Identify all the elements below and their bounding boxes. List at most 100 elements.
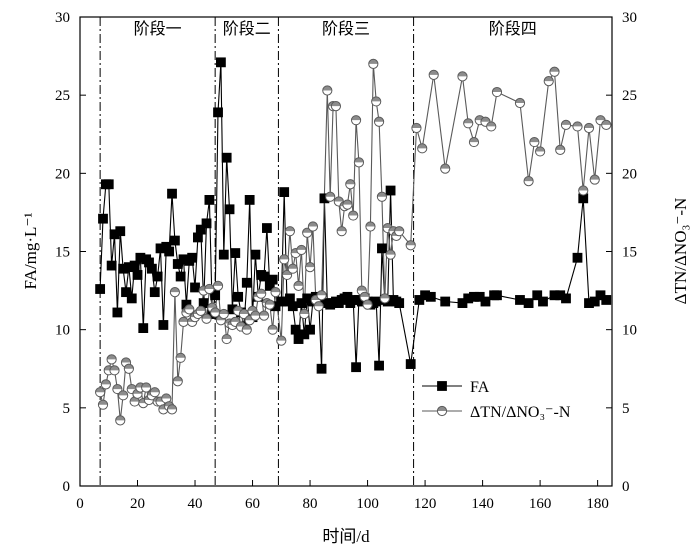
fa-point: [538, 296, 548, 307]
fa-point: [210, 290, 221, 301]
ratio-point: [256, 288, 267, 299]
ratio-point: [293, 280, 304, 291]
y-tick-label-right: 10: [622, 323, 637, 339]
fa-point: [195, 224, 206, 235]
ratio-point: [296, 244, 307, 256]
ratio-point: [302, 227, 313, 238]
y-tick-label-right: 25: [622, 88, 637, 104]
ratio-point: [572, 121, 583, 132]
ratio-point: [169, 287, 180, 298]
x-tick-label: 80: [303, 496, 318, 512]
ratio-point: [535, 146, 546, 157]
ratio-point: [149, 387, 160, 398]
fa-point: [305, 324, 315, 335]
y-tick-label-left: 15: [55, 245, 70, 261]
ratio-point: [299, 308, 310, 320]
fa-point: [106, 260, 117, 271]
ratio-point: [307, 221, 319, 232]
x-tick-label: 120: [414, 496, 437, 512]
y-tick-label-left: 5: [63, 401, 71, 417]
ratio-point: [304, 262, 316, 273]
fa-point: [250, 249, 261, 260]
ratio-point: [523, 176, 534, 187]
ratio-point: [368, 58, 379, 70]
ratio-point: [250, 310, 261, 321]
fa-point: [561, 293, 571, 304]
stage-dividers: 阶段一 阶段二 阶段三 阶段四: [99, 17, 537, 486]
y-axis-title-right: ΔTN/ΔNO₃⁻-N: [671, 198, 690, 305]
ratio-point: [238, 308, 250, 320]
ratio-point: [411, 122, 422, 134]
y-tick-label-right: 15: [622, 245, 637, 261]
ratio-point: [371, 96, 382, 107]
x-tick-label: 160: [529, 496, 552, 512]
fa-point: [149, 287, 160, 298]
ratio-point: [457, 71, 468, 82]
fa-point: [405, 359, 416, 369]
stage-label: 阶段四: [489, 20, 537, 38]
fa-point: [589, 296, 600, 307]
y-tick-label-right: 0: [622, 479, 630, 495]
ratio-point: [276, 335, 287, 346]
ratio-point: [373, 116, 385, 127]
axis-ticks: 0 20 40 60 80 100 120 140 160 180 0 5 10 15 20 25 30 0 5 10…: [55, 10, 637, 512]
fa-point: [267, 274, 278, 285]
y-tick-label-right: 30: [622, 10, 637, 26]
ratio-point: [342, 199, 353, 210]
ratio-point: [583, 122, 595, 134]
fa-point: [204, 195, 215, 205]
ratio-point: [601, 119, 612, 130]
fa-point: [279, 187, 290, 197]
ratio-point: [560, 119, 572, 130]
fa-point: [138, 323, 149, 334]
ratio-point: [195, 305, 206, 317]
y-tick-label-left: 30: [55, 10, 70, 26]
ratio-point: [313, 301, 324, 312]
fa-point: [316, 363, 327, 374]
fa-point: [394, 298, 405, 308]
ratio-point: [279, 254, 290, 265]
ratio-point: [204, 283, 215, 295]
ratio-point: [428, 69, 439, 80]
ratio-point: [212, 280, 224, 291]
x-tick-label: 60: [245, 496, 260, 512]
fa-point: [601, 295, 612, 305]
fa-point: [115, 226, 126, 237]
fa-point: [158, 320, 169, 330]
stage-label: 阶段三: [322, 20, 370, 38]
fa-point: [201, 218, 212, 229]
ratio-point: [440, 163, 451, 174]
legend-marker-ratio: [436, 405, 448, 417]
ratio-point: [325, 191, 336, 202]
y-tick-label-left: 25: [55, 88, 70, 104]
fa-point: [187, 252, 198, 263]
ratio-point: [463, 118, 474, 129]
fa-point: [374, 360, 384, 371]
ratio-point: [555, 144, 566, 155]
ratio-point: [394, 226, 405, 237]
ratio-point: [284, 226, 296, 237]
y-tick-label-left: 20: [55, 166, 70, 182]
fa-point: [377, 243, 387, 254]
ratio-point: [106, 354, 117, 365]
fa-point: [218, 249, 229, 260]
fa-point: [121, 287, 131, 298]
fa-point: [132, 270, 143, 280]
fa-point: [112, 307, 123, 318]
ratio-point: [287, 263, 298, 274]
legend: FA ΔTN/ΔNO₃⁻-N: [422, 379, 571, 421]
fa-point: [216, 57, 226, 68]
ratio-point: [529, 136, 540, 148]
ratio-point: [350, 115, 362, 126]
ratio-point: [379, 293, 390, 304]
fa-point: [233, 291, 244, 302]
fa-point: [190, 282, 200, 293]
x-tick-label: 140: [471, 496, 494, 512]
fa-point: [523, 298, 534, 308]
fa-point: [146, 263, 157, 274]
ratio-point: [382, 222, 393, 234]
fa-point: [425, 291, 436, 302]
ratio-point: [589, 174, 600, 185]
ratio-point: [109, 365, 120, 376]
y-tick-label-right: 20: [622, 166, 637, 182]
